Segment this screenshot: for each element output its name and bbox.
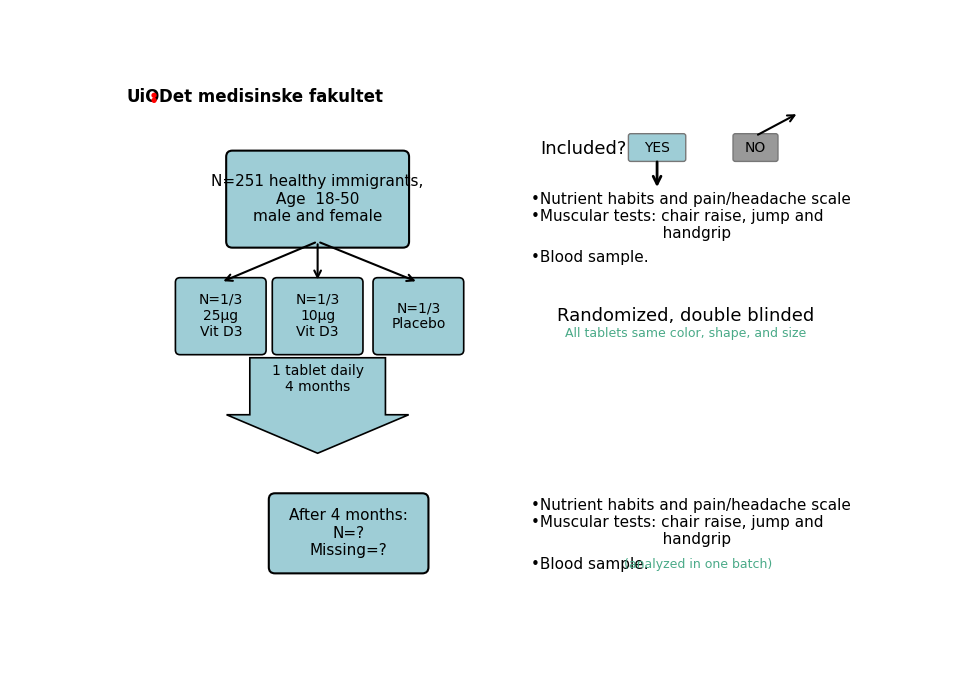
FancyBboxPatch shape bbox=[733, 134, 778, 162]
Text: •Blood sample.: •Blood sample. bbox=[531, 557, 648, 572]
Text: (analyzed in one batch): (analyzed in one batch) bbox=[620, 558, 772, 571]
FancyBboxPatch shape bbox=[227, 151, 409, 247]
Text: •Muscular tests: chair raise, jump and: •Muscular tests: chair raise, jump and bbox=[531, 208, 824, 224]
Text: N=1/3
Placebo: N=1/3 Placebo bbox=[391, 301, 445, 331]
Text: handgrip: handgrip bbox=[531, 532, 731, 547]
Text: Randomized, double blinded: Randomized, double blinded bbox=[557, 307, 814, 325]
FancyBboxPatch shape bbox=[176, 277, 266, 355]
Text: NO: NO bbox=[745, 141, 766, 155]
Text: N=251 healthy immigrants,
Age  18-50
male and female: N=251 healthy immigrants, Age 18-50 male… bbox=[211, 174, 423, 224]
Text: All tablets same color, shape, and size: All tablets same color, shape, and size bbox=[565, 327, 806, 339]
Text: N=1/3
10μg
Vit D3: N=1/3 10μg Vit D3 bbox=[296, 293, 340, 339]
Text: YES: YES bbox=[644, 141, 670, 155]
Text: 1 tablet daily
4 months: 1 tablet daily 4 months bbox=[272, 365, 364, 395]
FancyBboxPatch shape bbox=[273, 277, 363, 355]
Text: Included?: Included? bbox=[540, 140, 627, 158]
FancyBboxPatch shape bbox=[373, 277, 464, 355]
Text: •Nutrient habits and pain/headache scale: •Nutrient habits and pain/headache scale bbox=[531, 192, 851, 206]
Text: •Blood sample.: •Blood sample. bbox=[531, 250, 648, 265]
Text: UiO: UiO bbox=[126, 89, 159, 107]
Text: ●: ● bbox=[151, 97, 157, 103]
FancyBboxPatch shape bbox=[629, 134, 685, 162]
Text: •Nutrient habits and pain/headache scale: •Nutrient habits and pain/headache scale bbox=[531, 498, 851, 513]
Text: handgrip: handgrip bbox=[531, 226, 731, 240]
Text: After 4 months:
N=?
Missing=?: After 4 months: N=? Missing=? bbox=[289, 508, 408, 558]
FancyBboxPatch shape bbox=[269, 493, 428, 574]
Text: ●: ● bbox=[151, 92, 157, 98]
Text: Det medisinske fakultet: Det medisinske fakultet bbox=[158, 89, 383, 107]
Text: •Muscular tests: chair raise, jump and: •Muscular tests: chair raise, jump and bbox=[531, 515, 824, 530]
Polygon shape bbox=[227, 358, 409, 453]
Text: N=1/3
25μg
Vit D3: N=1/3 25μg Vit D3 bbox=[199, 293, 243, 339]
